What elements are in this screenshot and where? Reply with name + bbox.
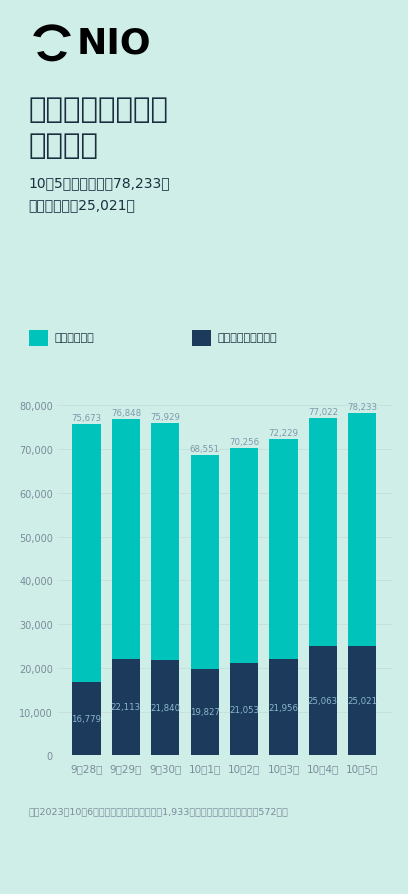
Bar bbox=[230, 663, 258, 755]
Text: 78,233: 78,233 bbox=[347, 402, 377, 411]
Text: 68,551: 68,551 bbox=[190, 445, 220, 454]
Text: 25,021: 25,021 bbox=[347, 696, 377, 705]
Bar bbox=[72, 425, 101, 682]
Bar bbox=[230, 449, 258, 663]
Bar bbox=[191, 456, 219, 669]
Bar bbox=[348, 414, 377, 646]
Text: 21,840: 21,840 bbox=[150, 704, 180, 713]
Text: 21,956: 21,956 bbox=[268, 703, 299, 712]
Bar bbox=[348, 646, 377, 755]
Bar bbox=[309, 419, 337, 646]
Bar bbox=[309, 646, 337, 755]
Text: 77,022: 77,022 bbox=[308, 408, 338, 417]
Bar bbox=[151, 424, 180, 660]
Text: 76,848: 76,848 bbox=[111, 409, 141, 417]
Bar bbox=[269, 440, 298, 660]
PathPatch shape bbox=[33, 25, 71, 38]
Text: 连创新高: 连创新高 bbox=[29, 132, 99, 160]
Text: 双节假期换电单量: 双节假期换电单量 bbox=[29, 96, 169, 123]
Bar bbox=[72, 682, 101, 755]
Text: 单日高速站换电总数: 单日高速站换电总数 bbox=[217, 333, 277, 343]
Text: 截至2023年10月6日，蔚来在全国已累计布局1,933座换电站（高速公路换电站572座）: 截至2023年10月6日，蔚来在全国已累计布局1,933座换电站（高速公路换电站… bbox=[29, 806, 288, 815]
Text: NIO: NIO bbox=[77, 27, 151, 61]
Bar bbox=[269, 660, 298, 755]
Bar bbox=[151, 660, 180, 755]
Text: 21,053: 21,053 bbox=[229, 705, 259, 714]
Text: 72,229: 72,229 bbox=[268, 429, 299, 438]
Bar bbox=[112, 419, 140, 659]
Text: 16,779: 16,779 bbox=[71, 714, 102, 723]
Text: 70,256: 70,256 bbox=[229, 437, 259, 446]
Bar bbox=[112, 659, 140, 755]
Bar bbox=[191, 669, 219, 755]
Text: 75,673: 75,673 bbox=[71, 414, 102, 423]
Text: 75,929: 75,929 bbox=[151, 412, 180, 422]
Text: 10月5日单日换电达78,233次: 10月5日单日换电达78,233次 bbox=[29, 176, 170, 190]
Text: 单日换电总数: 单日换电总数 bbox=[54, 333, 94, 343]
Text: 25,063: 25,063 bbox=[308, 696, 338, 705]
Text: 其中高速换电25,021次: 其中高速换电25,021次 bbox=[29, 198, 135, 213]
Text: 22,113: 22,113 bbox=[111, 703, 141, 712]
Text: 19,827: 19,827 bbox=[190, 708, 220, 717]
PathPatch shape bbox=[37, 52, 67, 63]
